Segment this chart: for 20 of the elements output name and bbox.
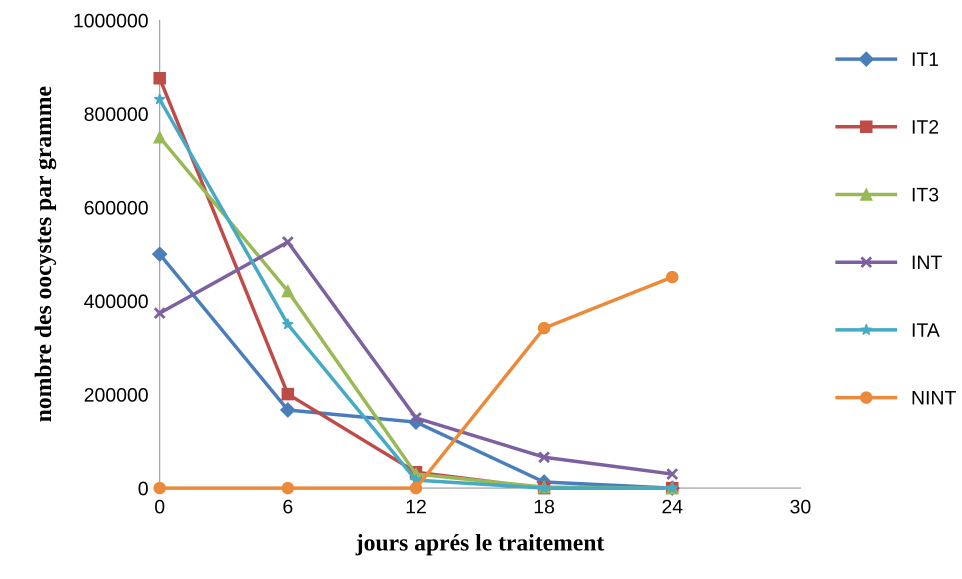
y-tick-label: 0	[138, 482, 148, 496]
x-tick-label: 6	[283, 500, 292, 514]
y-tick-label: 600000	[84, 200, 148, 215]
legend-label: IT2	[912, 120, 938, 134]
y-tick-label: 800000	[84, 107, 148, 122]
y-tick-label: 400000	[84, 294, 148, 308]
x-tick-label: 30	[790, 500, 810, 514]
x-tick-label: 0	[155, 500, 164, 514]
x-tick-label: 12	[406, 500, 426, 514]
legend-label: ITA	[912, 323, 940, 337]
y-tick-label: 1000000	[74, 14, 148, 28]
y-axis-title: nombre des oocystes par gramme	[34, 86, 56, 422]
legend-label: INT	[912, 256, 942, 270]
x-tick-label: 18	[534, 500, 554, 514]
x-tick-label: 24	[662, 500, 682, 514]
x-axis-title: jours aprés le traitement	[356, 534, 604, 556]
legend-label: IT1	[912, 52, 938, 66]
legend-label: NINT	[912, 391, 956, 404]
y-tick-label: 200000	[84, 388, 148, 402]
legend-label: IT3	[912, 188, 938, 202]
